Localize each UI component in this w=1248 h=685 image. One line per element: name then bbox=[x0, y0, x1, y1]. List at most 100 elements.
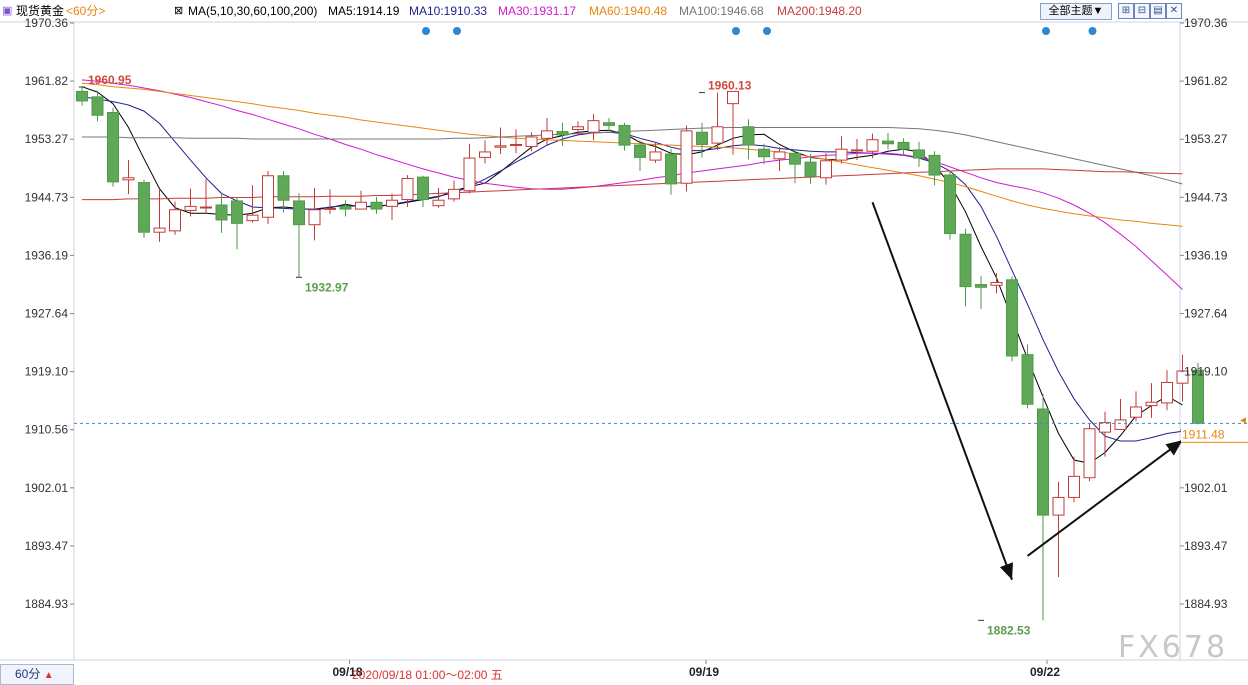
candle-body bbox=[339, 205, 352, 210]
restore-icon[interactable]: ▤ bbox=[1150, 3, 1166, 19]
candle-body bbox=[944, 174, 956, 235]
candle-body bbox=[587, 120, 600, 133]
candle-body bbox=[510, 143, 522, 146]
period-button[interactable]: 60分 ▲ bbox=[0, 664, 74, 685]
candle-body bbox=[324, 207, 336, 210]
candle-body bbox=[1114, 419, 1127, 430]
candle-body bbox=[804, 161, 817, 177]
candle-body bbox=[1021, 354, 1034, 405]
ma100-value: MA100:1946.68 bbox=[679, 4, 764, 18]
event-marker-dot bbox=[763, 27, 771, 35]
candle-body bbox=[851, 149, 863, 152]
candle-body bbox=[169, 209, 181, 232]
y-axis-right: 1970.36 1961.82 1953.27 1944.73 1936.19 1927.… bbox=[1180, 16, 1228, 611]
candle-body bbox=[789, 152, 801, 165]
candle-body bbox=[727, 90, 739, 105]
candle-body bbox=[479, 151, 491, 158]
event-marker-dot bbox=[732, 27, 740, 35]
candle-body bbox=[293, 200, 305, 226]
candle-body bbox=[76, 90, 88, 102]
candle-body bbox=[107, 111, 119, 183]
candle-body bbox=[882, 140, 894, 145]
chart-header: ▣ 现货黄金 <60分> ⊠ MA(5,10,30,60,100,200) MA… bbox=[0, 0, 1248, 22]
y-tick-label-left: 1919.10 bbox=[25, 365, 69, 379]
trend-arrow-head bbox=[999, 562, 1014, 580]
annotation-label: 1960.95 bbox=[88, 73, 132, 87]
candle-body bbox=[91, 96, 104, 116]
current-price-label: 1911.48 bbox=[1182, 427, 1225, 441]
trend-arrow-line bbox=[871, 201, 1013, 581]
candle-body bbox=[959, 233, 972, 288]
candle-body bbox=[773, 151, 786, 160]
candle-body bbox=[634, 144, 646, 158]
chart-grid bbox=[0, 21, 1248, 661]
y-tick-label-left: 1927.64 bbox=[25, 307, 69, 321]
candles bbox=[76, 87, 1204, 621]
theme-select[interactable]: 全部主题▼ bbox=[1040, 3, 1112, 20]
ma5-value: MA5:1914.19 bbox=[328, 4, 400, 18]
event-marker-dot bbox=[1088, 27, 1097, 35]
trend-arrows bbox=[871, 201, 1184, 581]
y-tick-label-right: 1961.82 bbox=[1184, 74, 1228, 88]
candle-body bbox=[355, 201, 367, 210]
candle-body bbox=[680, 130, 693, 184]
candle-body bbox=[696, 131, 708, 145]
candle-body bbox=[231, 200, 243, 224]
candle-body bbox=[262, 175, 274, 218]
y-tick-label-right: 1919.10 bbox=[1184, 365, 1228, 379]
x-axis: 09/18 09/19 09/22 bbox=[332, 660, 1060, 679]
hover-time-readout: 2020/09/18 01:00～02:00 五 bbox=[352, 668, 503, 682]
candle-body bbox=[866, 139, 879, 152]
close-icon[interactable]: ✕ bbox=[1166, 3, 1182, 19]
y-tick-label-left: 1953.27 bbox=[25, 132, 69, 146]
y-tick-label-right: 1936.19 bbox=[1184, 248, 1228, 262]
ma-line-ma30 bbox=[81, 79, 1183, 290]
event-marker-dot bbox=[422, 27, 430, 35]
ma-line-ma200 bbox=[82, 168, 1183, 201]
candle-body bbox=[138, 182, 150, 233]
zoom-in-icon[interactable]: ⊞ bbox=[1118, 3, 1134, 19]
candle-body bbox=[494, 145, 507, 148]
candle-body bbox=[665, 153, 677, 185]
x-tick-label: 09/19 bbox=[689, 665, 719, 679]
ma60-value: MA60:1940.48 bbox=[589, 4, 668, 18]
y-tick-label-right: 1902.01 bbox=[1184, 481, 1228, 495]
y-tick-label-left: 1902.01 bbox=[25, 481, 69, 495]
candle-body bbox=[618, 124, 631, 146]
y-tick-label-left: 1970.36 bbox=[25, 16, 69, 30]
y-tick-label-left: 1936.19 bbox=[25, 248, 69, 262]
candle-body bbox=[1176, 370, 1189, 384]
y-tick-label-right: 1884.93 bbox=[1184, 597, 1228, 611]
candle-body bbox=[370, 201, 383, 210]
candle-body bbox=[1006, 279, 1018, 357]
candle-body bbox=[820, 160, 832, 179]
candle-body bbox=[432, 199, 445, 207]
candle-body bbox=[556, 131, 569, 136]
candle-body bbox=[525, 136, 538, 148]
ma-line-ma60 bbox=[81, 82, 1183, 227]
y-tick-label-left: 1893.47 bbox=[25, 539, 69, 553]
period-button-label: 60分 bbox=[15, 667, 41, 681]
watermark: FX678 bbox=[1118, 630, 1229, 665]
y-tick-label-left: 1910.56 bbox=[25, 423, 69, 437]
zoom-out-icon[interactable]: ⊟ bbox=[1134, 3, 1150, 19]
candle-body bbox=[649, 151, 662, 161]
candle-body bbox=[122, 177, 135, 181]
instrument-name: 现货黄金 bbox=[16, 4, 65, 18]
x-tick-label: 09/18 bbox=[332, 665, 362, 679]
candle-body bbox=[1145, 401, 1158, 407]
moving-average-lines bbox=[81, 79, 1183, 464]
current-price-line: 1911.48 bbox=[74, 417, 1248, 443]
y-axis-left: 1970.36 1961.82 1953.27 1944.73 1936.19 1927.… bbox=[25, 16, 74, 611]
candle-body bbox=[603, 122, 615, 126]
candle-body bbox=[1099, 422, 1111, 433]
ma-icon: ⊠ bbox=[174, 5, 184, 17]
candle-body bbox=[463, 157, 476, 192]
ma10-value: MA10:1910.33 bbox=[409, 4, 488, 18]
ma30-value: MA30:1931.17 bbox=[498, 4, 577, 18]
current-price-pointer bbox=[1240, 417, 1246, 424]
candle-body bbox=[184, 205, 197, 211]
candle-body bbox=[386, 199, 398, 207]
candle-body bbox=[417, 176, 429, 201]
